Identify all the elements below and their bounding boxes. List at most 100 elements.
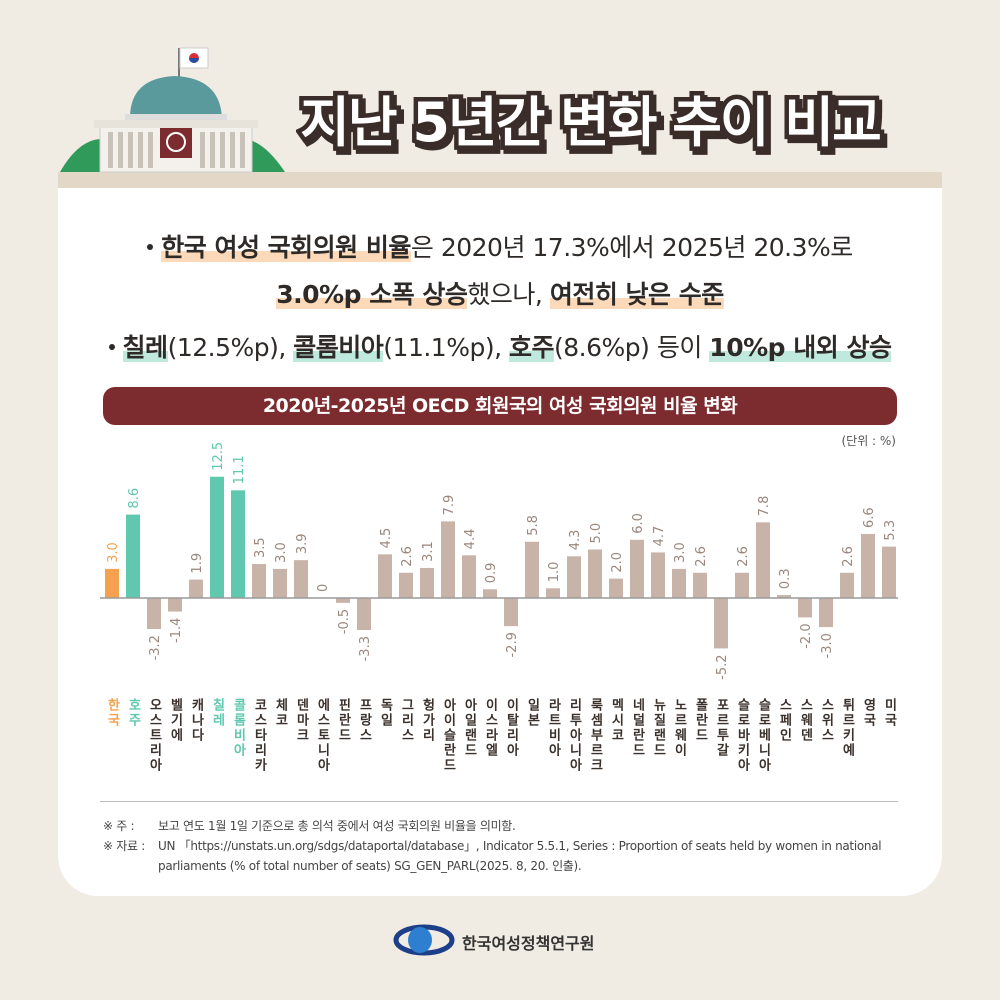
x-tick-label: 오스트리아 <box>147 698 162 773</box>
x-tick-label: 미국 <box>882 697 897 728</box>
bar <box>147 598 161 630</box>
value-label: -5.2 <box>715 654 730 679</box>
bar <box>651 552 665 598</box>
highlight: 3.0%p 소폭 상승 <box>276 280 468 309</box>
x-tick-label: 코스타리카 <box>252 698 267 773</box>
value-label: -3.2 <box>148 635 163 660</box>
x-tick-label: 한국 <box>105 697 120 728</box>
text: 은 2020년 17.3%에서 2025년 20.3%로 <box>410 233 853 262</box>
value-label: 3.1 <box>421 541 436 562</box>
bar <box>252 564 266 598</box>
bar <box>399 572 413 598</box>
value-label: 7.9 <box>442 495 457 516</box>
x-tick-label: 체코 <box>273 698 288 728</box>
value-label: 3.0 <box>673 542 688 563</box>
x-tick-label: 벨기에 <box>168 698 183 743</box>
value-label: 4.3 <box>568 530 583 551</box>
value-label: 6.6 <box>862 507 877 528</box>
x-tick-label: 스위스 <box>819 698 834 743</box>
note-label: ※ 자료 : <box>103 839 146 853</box>
x-tick-label: 튀르키예 <box>840 697 855 758</box>
value-label: 0.9 <box>484 563 499 584</box>
value-label: 0.3 <box>778 568 793 589</box>
value-label: 12.5 <box>211 442 226 471</box>
value-label: 2.6 <box>694 546 709 567</box>
value-label: 3.9 <box>295 533 310 554</box>
note: ※ 주 : 보고 연도 1월 1일 기준으로 총 의석 중에서 여성 국회의원 비… <box>103 816 903 836</box>
bar <box>294 560 308 598</box>
value-label: 5.8 <box>526 515 541 536</box>
x-tick-label: 아이슬란드 <box>441 697 456 773</box>
bar <box>483 589 497 598</box>
highlight: 콜롬비아 <box>293 333 384 362</box>
bar <box>777 595 791 598</box>
value-label: 0 <box>316 584 331 592</box>
bar <box>567 556 581 598</box>
value-label: 2.6 <box>400 546 415 567</box>
x-tick-label: 칠레 <box>210 697 225 728</box>
value-label: 11.1 <box>232 455 247 484</box>
bar <box>525 541 539 598</box>
value-label: -3.3 <box>358 636 373 661</box>
x-tick-label: 포르투갈 <box>714 698 729 758</box>
bullet: 칠레(12.5%p), 콜롬비아(11.1%p), 호주(8.6%p) 등이 1… <box>70 328 930 364</box>
value-label: 7.8 <box>757 496 772 517</box>
highlight: 여전히 낮은 수준 <box>549 280 724 309</box>
bar <box>735 572 749 598</box>
x-tick-label: 그리스 <box>399 698 414 743</box>
value-label: 5.0 <box>589 523 604 544</box>
organization: 한국여성정책연구원 <box>462 934 595 953</box>
bar <box>168 598 182 612</box>
x-tick-label: 스웨덴 <box>798 698 813 743</box>
text: 했으나, <box>467 280 550 309</box>
x-tick-label: 아일랜드 <box>462 697 477 758</box>
bar <box>210 476 224 598</box>
x-tick-label: 핀란드 <box>336 697 351 743</box>
value-label: -2.9 <box>505 632 520 657</box>
bar <box>693 572 707 598</box>
separator <box>100 801 898 802</box>
x-tick-label: 룩셈부르크 <box>588 698 603 773</box>
x-tick-label: 멕시코 <box>609 697 624 743</box>
x-tick-label: 프랑스 <box>357 698 372 743</box>
value-label: 2.0 <box>610 552 625 573</box>
value-label: 8.6 <box>127 488 142 509</box>
x-tick-label: 에스토니아 <box>315 697 330 773</box>
chart-title: 2020년-2025년 OECD 회원국의 여성 국회의원 비율 변화 <box>103 387 897 425</box>
bar <box>861 533 875 598</box>
bar <box>882 546 896 598</box>
bar <box>609 578 623 598</box>
x-tick-label: 슬로베니아 <box>756 698 771 773</box>
bar <box>273 568 287 598</box>
x-tick-label: 슬로바키아 <box>735 698 750 773</box>
bar <box>504 598 518 627</box>
highlight: 한국 여성 국회의원 비율 <box>161 233 411 262</box>
value-label: -2.0 <box>799 623 814 648</box>
x-tick-label: 이탈리아 <box>504 697 519 758</box>
x-tick-label: 캐나다 <box>189 698 204 743</box>
bar <box>672 568 686 598</box>
value-label: 6.0 <box>631 513 646 534</box>
x-tick-label: 일본 <box>525 698 540 728</box>
note: ※ 자료 : UN 「https://unstats.un.org/sdgs/da… <box>103 836 903 876</box>
x-tick-label: 뉴질랜드 <box>651 698 666 758</box>
value-label: 4.4 <box>463 529 478 550</box>
bar <box>378 554 392 598</box>
chart: 한국 3.0 호주 8.6 오스트리아 -3.2 벨기에 -1.4 캐나다 1.9 칠레 12.5 콜롬… <box>100 442 898 773</box>
x-tick-label: 라트비아 <box>546 697 561 758</box>
note-label: ※ 주 : <box>103 819 135 833</box>
bar <box>819 598 833 628</box>
highlight: 호주 <box>508 333 555 362</box>
bar <box>357 598 371 631</box>
value-label: 4.7 <box>652 526 667 547</box>
bar <box>105 568 119 598</box>
bar <box>231 490 245 598</box>
x-tick-label: 호주 <box>126 698 141 728</box>
bar <box>546 588 560 598</box>
x-tick-label: 리투아니아 <box>567 697 582 773</box>
bar <box>462 555 476 598</box>
x-tick-label: 덴마크 <box>294 697 309 743</box>
value-label: 1.9 <box>190 553 205 574</box>
bar <box>441 521 455 598</box>
note-text: UN 「https://unstats.un.org/sdgs/dataport… <box>158 839 882 873</box>
